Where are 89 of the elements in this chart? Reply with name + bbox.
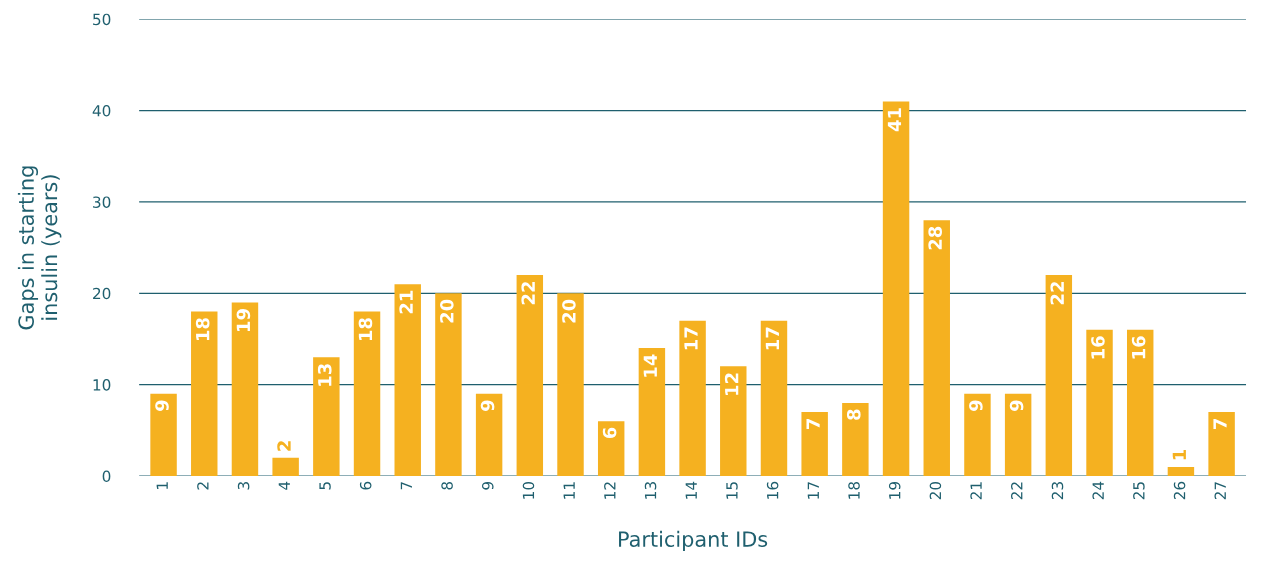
bar [1086, 329, 1113, 477]
y-tick-label: 30 [93, 196, 111, 208]
x-tick-label: 23 [1051, 482, 1064, 500]
bar [272, 457, 299, 477]
data-label: 41 [887, 108, 902, 132]
bar [516, 275, 544, 477]
data-label: 20 [440, 299, 454, 323]
x-tick-label: 10 [522, 481, 535, 499]
data-label: 16 [1091, 336, 1105, 359]
x-tick-label: 7 [400, 482, 412, 490]
bar [1127, 329, 1154, 477]
data-label: 9 [155, 400, 169, 411]
y-tick-label: 20 [93, 287, 111, 300]
x-tick-label: 3 [237, 482, 250, 490]
data-label: 12 [724, 373, 739, 395]
x-tick-label: 15 [726, 482, 738, 499]
bar [435, 293, 462, 477]
bar [801, 412, 828, 477]
data-label: 14 [643, 354, 657, 377]
data-label: 22 [1050, 282, 1064, 305]
data-label: 2 [277, 441, 291, 451]
data-label: 6 [602, 427, 617, 439]
y-tick-label: 50 [93, 13, 111, 26]
x-tick-label: 19 [888, 481, 901, 499]
y-tick-label: 10 [93, 379, 111, 391]
bar [150, 393, 177, 477]
data-label: 17 [684, 327, 698, 350]
data-label: 28 [928, 226, 942, 250]
bar [1004, 393, 1032, 477]
y-axis-title: Gaps in starting insulin (years) [17, 166, 62, 330]
data-label: 1 [1172, 450, 1186, 460]
bar [475, 393, 503, 477]
bar [638, 348, 666, 477]
bar [557, 293, 584, 477]
x-tick-label: 27 [1214, 482, 1226, 500]
data-label: 13 [317, 364, 332, 386]
bar [679, 320, 706, 477]
x-tick-label: 8 [441, 481, 453, 490]
bar [597, 421, 625, 477]
data-label: 7 [806, 418, 820, 429]
x-tick-label: 2 [197, 482, 209, 490]
data-label: 9 [969, 400, 983, 411]
x-tick-label: 24 [1092, 481, 1104, 500]
data-label: 19 [236, 309, 251, 331]
data-label: 7 [1213, 418, 1227, 429]
data-label: 9 [1009, 400, 1024, 411]
x-tick-label: 25 [1133, 482, 1145, 500]
x-tick-label: 5 [319, 482, 331, 490]
data-label: 16 [1131, 336, 1146, 359]
bar [313, 357, 340, 477]
bar [1167, 466, 1195, 477]
bar [231, 302, 259, 477]
x-tick-label: 14 [685, 481, 697, 499]
bar [353, 311, 381, 477]
bar [842, 402, 869, 477]
x-tick-label: 22 [1011, 482, 1023, 500]
bar [1045, 275, 1073, 477]
x-tick-label: 18 [848, 481, 860, 499]
x-tick-label: 9 [481, 481, 494, 490]
x-tick-label: 17 [807, 482, 819, 499]
x-tick-label: 4 [278, 481, 290, 490]
y-tick-label: 0 [102, 470, 111, 483]
bar [394, 284, 421, 477]
data-label: 18 [195, 318, 210, 341]
bar [720, 366, 747, 477]
data-label: 20 [562, 299, 576, 323]
x-tick-label: 16 [766, 481, 779, 499]
x-tick-label: 26 [1173, 481, 1186, 500]
x-tick-label: 20 [929, 481, 942, 500]
x-axis-title: Participant IDs [619, 530, 768, 552]
data-label: 9 [480, 400, 495, 411]
x-tick-label: 12 [604, 482, 616, 499]
bar [1208, 412, 1235, 477]
data-label: 17 [765, 327, 779, 350]
bar [964, 393, 991, 477]
x-tick-label: 6 [359, 481, 372, 490]
data-label: 21 [399, 290, 413, 314]
data-label: 8 [846, 409, 861, 420]
x-tick-label: 1 [156, 482, 168, 489]
x-tick-label: 11 [563, 482, 575, 499]
x-tick-label: 21 [970, 482, 982, 500]
x-tick-label: 13 [644, 482, 657, 499]
bar [882, 101, 910, 477]
data-label: 22 [521, 282, 535, 305]
bar [923, 220, 950, 477]
y-tick-label: 40 [92, 105, 111, 117]
bar [191, 311, 218, 477]
data-label: 18 [358, 318, 373, 341]
bar [760, 320, 788, 477]
